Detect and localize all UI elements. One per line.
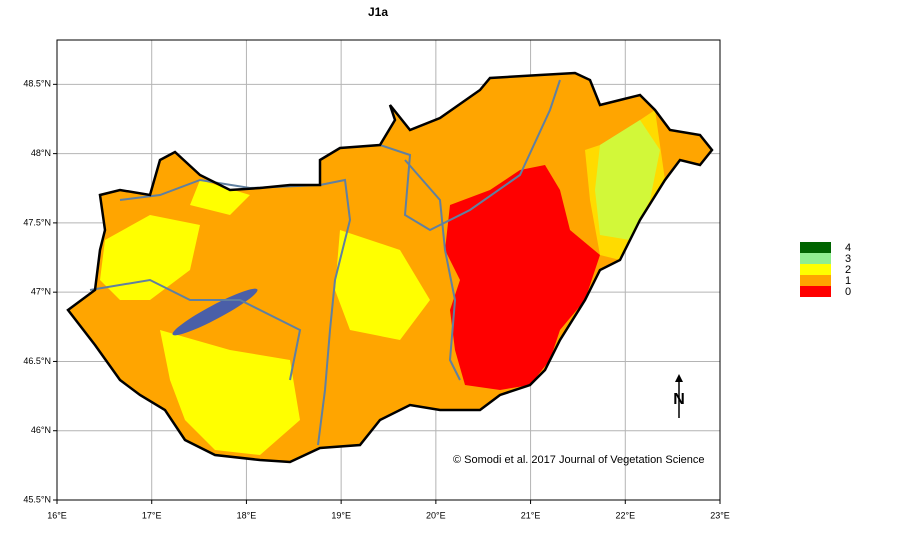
y-tick-label: 46°N — [31, 425, 51, 435]
legend-label: 3 — [845, 253, 851, 265]
legend-swatch — [800, 242, 831, 253]
country-border — [66, 71, 714, 464]
credit: © Somodi et al. 2017 Journal of Vegetati… — [453, 454, 705, 466]
y-tick-label: 48.5°N — [23, 79, 51, 89]
north-arrow: N — [673, 374, 685, 418]
x-tick-label: 18°E — [237, 510, 257, 520]
north-label: N — [673, 391, 685, 408]
north-arrow-head — [675, 374, 683, 382]
x-tick-label: 20°E — [426, 510, 446, 520]
legend-swatch — [800, 264, 831, 275]
x-tick-label: 17°E — [142, 510, 162, 520]
rivers — [89, 79, 561, 446]
y-tick-label: 47.5°N — [23, 217, 51, 227]
legend-swatch — [800, 286, 831, 297]
legend-label: 2 — [845, 264, 851, 276]
zone-yellow-east — [585, 110, 665, 260]
x-tick-label: 16°E — [47, 510, 67, 520]
y-tick-label: 47°N — [31, 287, 51, 297]
zone-yellow — [100, 180, 430, 455]
y-tick-label: 45.5°N — [23, 494, 51, 504]
legend-label: 0 — [845, 286, 851, 298]
legend-label: 4 — [845, 242, 851, 254]
x-tick-label: 22°E — [615, 510, 635, 520]
zone-red — [445, 165, 600, 390]
map-frame — [56, 39, 721, 501]
x-tick-label: 23°E — [710, 510, 730, 520]
map-title: J1a — [368, 5, 388, 19]
x-tick-label: 19°E — [331, 510, 351, 520]
legend-swatch — [800, 253, 831, 264]
y-tick-label: 46.5°N — [23, 356, 51, 366]
legend-swatch — [800, 275, 831, 286]
x-tick-label: 21°E — [521, 510, 541, 520]
y-tick-label: 48°N — [31, 148, 51, 158]
legend-label: 1 — [845, 275, 851, 287]
country — [66, 71, 714, 464]
